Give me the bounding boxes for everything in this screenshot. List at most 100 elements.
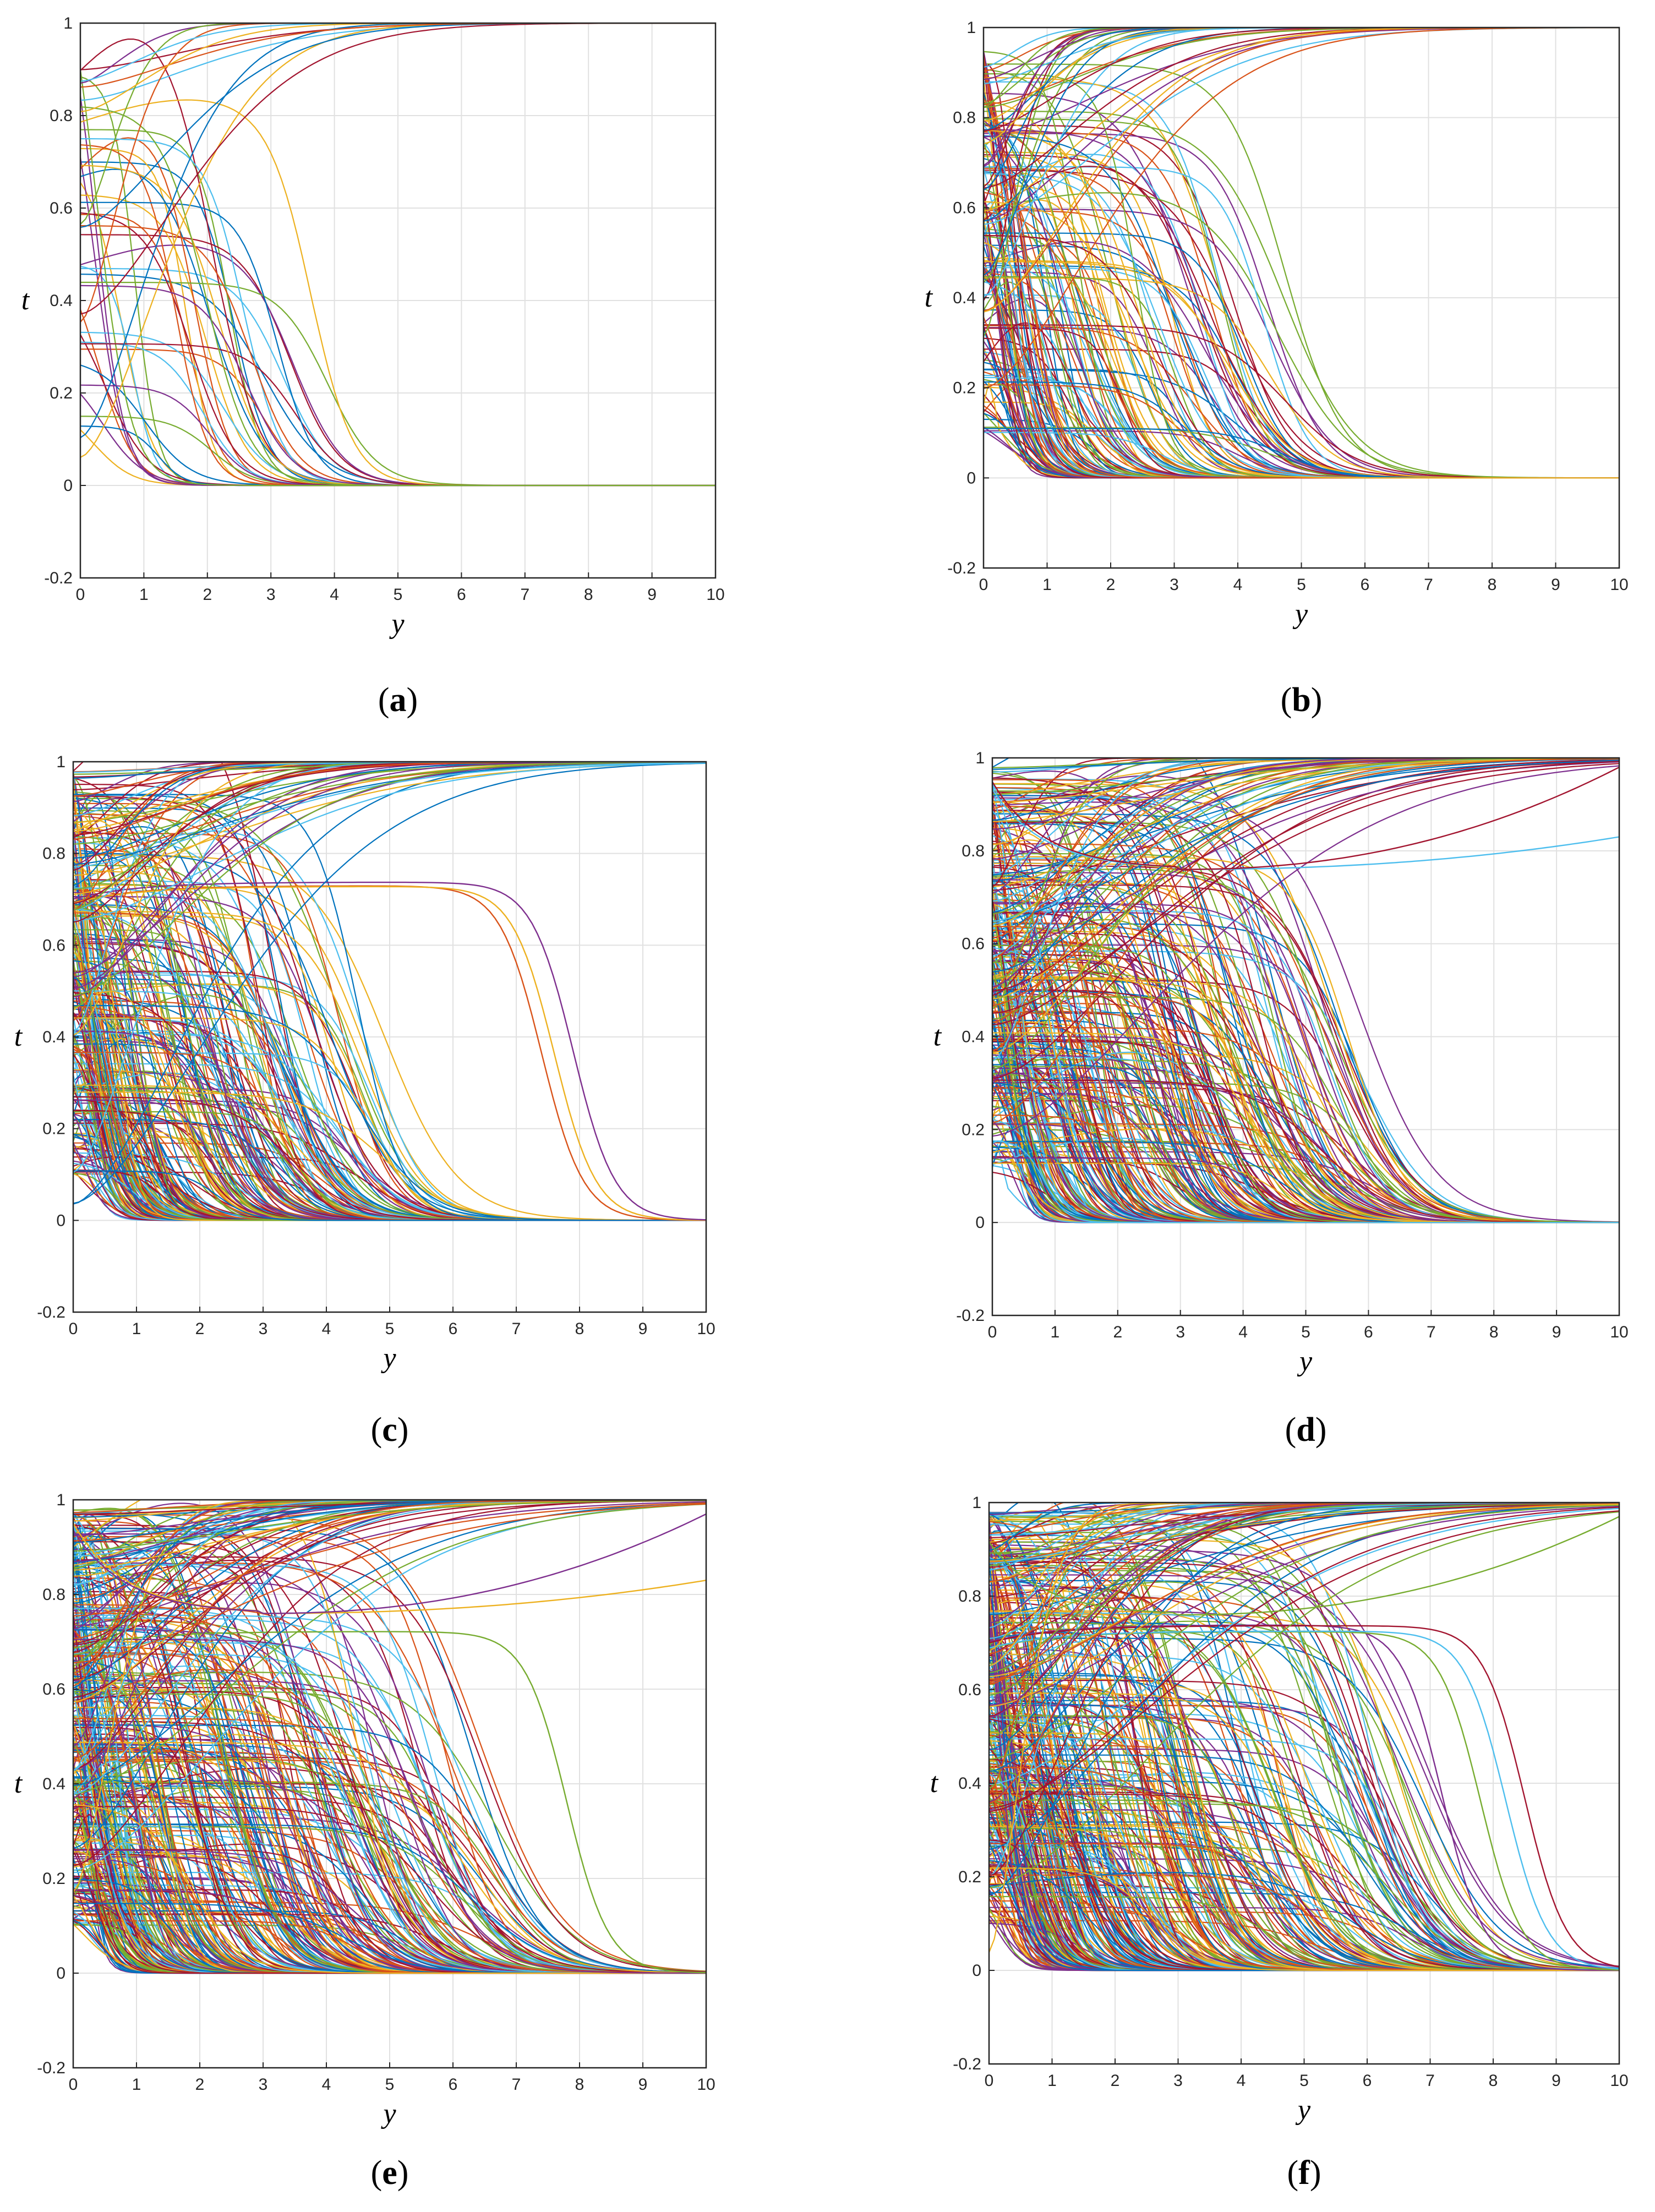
y-tick-label: 0.6 (42, 1680, 65, 1698)
temperature-profile-line (73, 1500, 706, 1689)
y-tick-label: 0.8 (42, 845, 65, 863)
panel-caption: (d) (1285, 1411, 1327, 1449)
x-tick-label: 6 (449, 1320, 458, 1338)
y-tick-label: 0.4 (42, 1775, 65, 1793)
temperature-profile-line (73, 1523, 706, 1614)
y-tick-label: 0.2 (953, 379, 976, 397)
y-tick-label: 1 (972, 1494, 981, 1512)
caption-open-paren: ( (378, 681, 390, 719)
y-tick-label: 0.6 (962, 935, 985, 953)
x-tick-label: 3 (1176, 1323, 1185, 1341)
velocity-profile-line (73, 1796, 706, 1974)
x-tick-label: 4 (330, 586, 339, 604)
temperature-profile-line (73, 762, 706, 1034)
temperature-profile-line (989, 1503, 1619, 1652)
velocity-profile-line (989, 1597, 1619, 1971)
temperature-profile-line (73, 1500, 706, 1570)
x-tick-label: 1 (1047, 2072, 1057, 2090)
temperature-profile-line (73, 762, 706, 802)
temperature-profile-line (984, 28, 1619, 132)
temperature-profile-line (989, 1503, 1619, 1582)
y-tick-label: 0.2 (50, 384, 73, 402)
y-tick-label: 1 (56, 1491, 65, 1509)
temperature-profile-line (989, 1503, 1619, 1551)
temperature-profile-line (984, 28, 1619, 389)
y-tick-label: 0.8 (962, 842, 985, 860)
temperature-profile-line (989, 1503, 1619, 1795)
y-axis-label: t (14, 1768, 23, 1799)
temperature-profile-line (80, 23, 715, 225)
temperature-profile-line (992, 758, 1619, 803)
x-tick-label: 2 (195, 2076, 205, 2094)
velocity-profile-line (73, 1724, 706, 1974)
caption-letter: e (382, 2154, 397, 2192)
x-tick-label: 1 (139, 586, 149, 604)
x-tick-label: 4 (1233, 576, 1243, 594)
y-tick-label: 0.2 (42, 1870, 65, 1888)
velocity-profile-line (73, 1804, 706, 1974)
x-tick-label: 2 (203, 586, 212, 604)
x-tick-label: 8 (584, 586, 593, 604)
temperature-profile-line (80, 23, 715, 323)
x-tick-label: 9 (647, 586, 657, 604)
temperature-profile-line (73, 762, 706, 922)
x-tick-label: 10 (1610, 1323, 1628, 1341)
y-tick-label: 0.6 (953, 199, 976, 217)
x-tick-label: 5 (385, 2076, 395, 2094)
x-tick-label: 3 (266, 586, 276, 604)
temperature-profile-line (989, 1504, 1619, 1760)
x-tick-label: 1 (132, 2076, 141, 2094)
velocity-profile-line (989, 1554, 1619, 1971)
caption-letter: f (1298, 2154, 1310, 2192)
caption-open-paren: ( (371, 2154, 383, 2192)
series-group (73, 1500, 706, 1974)
x-tick-label: 7 (512, 2076, 521, 2094)
x-tick-label: 0 (69, 1320, 78, 1338)
panel-caption: (c) (371, 1411, 409, 1449)
series-group (989, 1503, 1619, 1971)
temperature-profile-line (80, 23, 715, 458)
caption-close-paren: ) (397, 2154, 409, 2192)
velocity-profile-line (73, 1614, 706, 1974)
temperature-profile-line (73, 1500, 706, 1552)
x-tick-label: 9 (1552, 1323, 1561, 1341)
temperature-profile-line (989, 1503, 1619, 1953)
y-tick-label: 0.4 (958, 1774, 981, 1793)
velocity-profile-line (73, 886, 706, 1221)
x-tick-label: 2 (195, 1320, 205, 1338)
temperature-profile-line (73, 1500, 706, 1604)
temperature-profile-line (992, 758, 1619, 888)
x-tick-label: 5 (385, 1320, 395, 1338)
velocity-profile-line (992, 843, 1619, 1223)
y-tick-label: 1 (975, 749, 985, 767)
x-axis-label: y (1292, 598, 1308, 630)
x-tick-label: 9 (638, 1320, 648, 1338)
x-tick-label: 0 (979, 576, 988, 594)
caption-close-paren: ) (1310, 2154, 1321, 2192)
panel-caption: (a) (378, 681, 418, 719)
y-tick-label: 0.4 (42, 1028, 65, 1046)
temperature-profile-line (984, 28, 1619, 188)
y-tick-label: 0.8 (42, 1586, 65, 1604)
x-tick-label: 6 (1364, 1323, 1373, 1341)
y-axis-label: t (14, 1021, 23, 1052)
x-tick-label: 5 (1297, 576, 1306, 594)
temperature-profile-line (73, 1500, 706, 1866)
y-tick-label: 0 (63, 477, 73, 495)
caption-letter: b (1292, 681, 1310, 719)
x-tick-label: 6 (449, 2076, 458, 2094)
caption-open-paren: ( (1281, 681, 1292, 719)
x-tick-label: 10 (1610, 576, 1628, 594)
temperature-profile-line (73, 762, 706, 996)
temperature-profile-line (984, 28, 1619, 166)
temperature-profile-line (73, 1500, 706, 1893)
x-tick-label: 3 (259, 1320, 268, 1338)
temperature-profile-line (989, 1503, 1619, 1544)
caption-open-paren: ( (371, 1411, 383, 1449)
y-tick-label: 0 (56, 1211, 65, 1230)
y-tick-label: -0.2 (956, 1307, 985, 1325)
y-tick-label: 0.4 (962, 1028, 985, 1046)
